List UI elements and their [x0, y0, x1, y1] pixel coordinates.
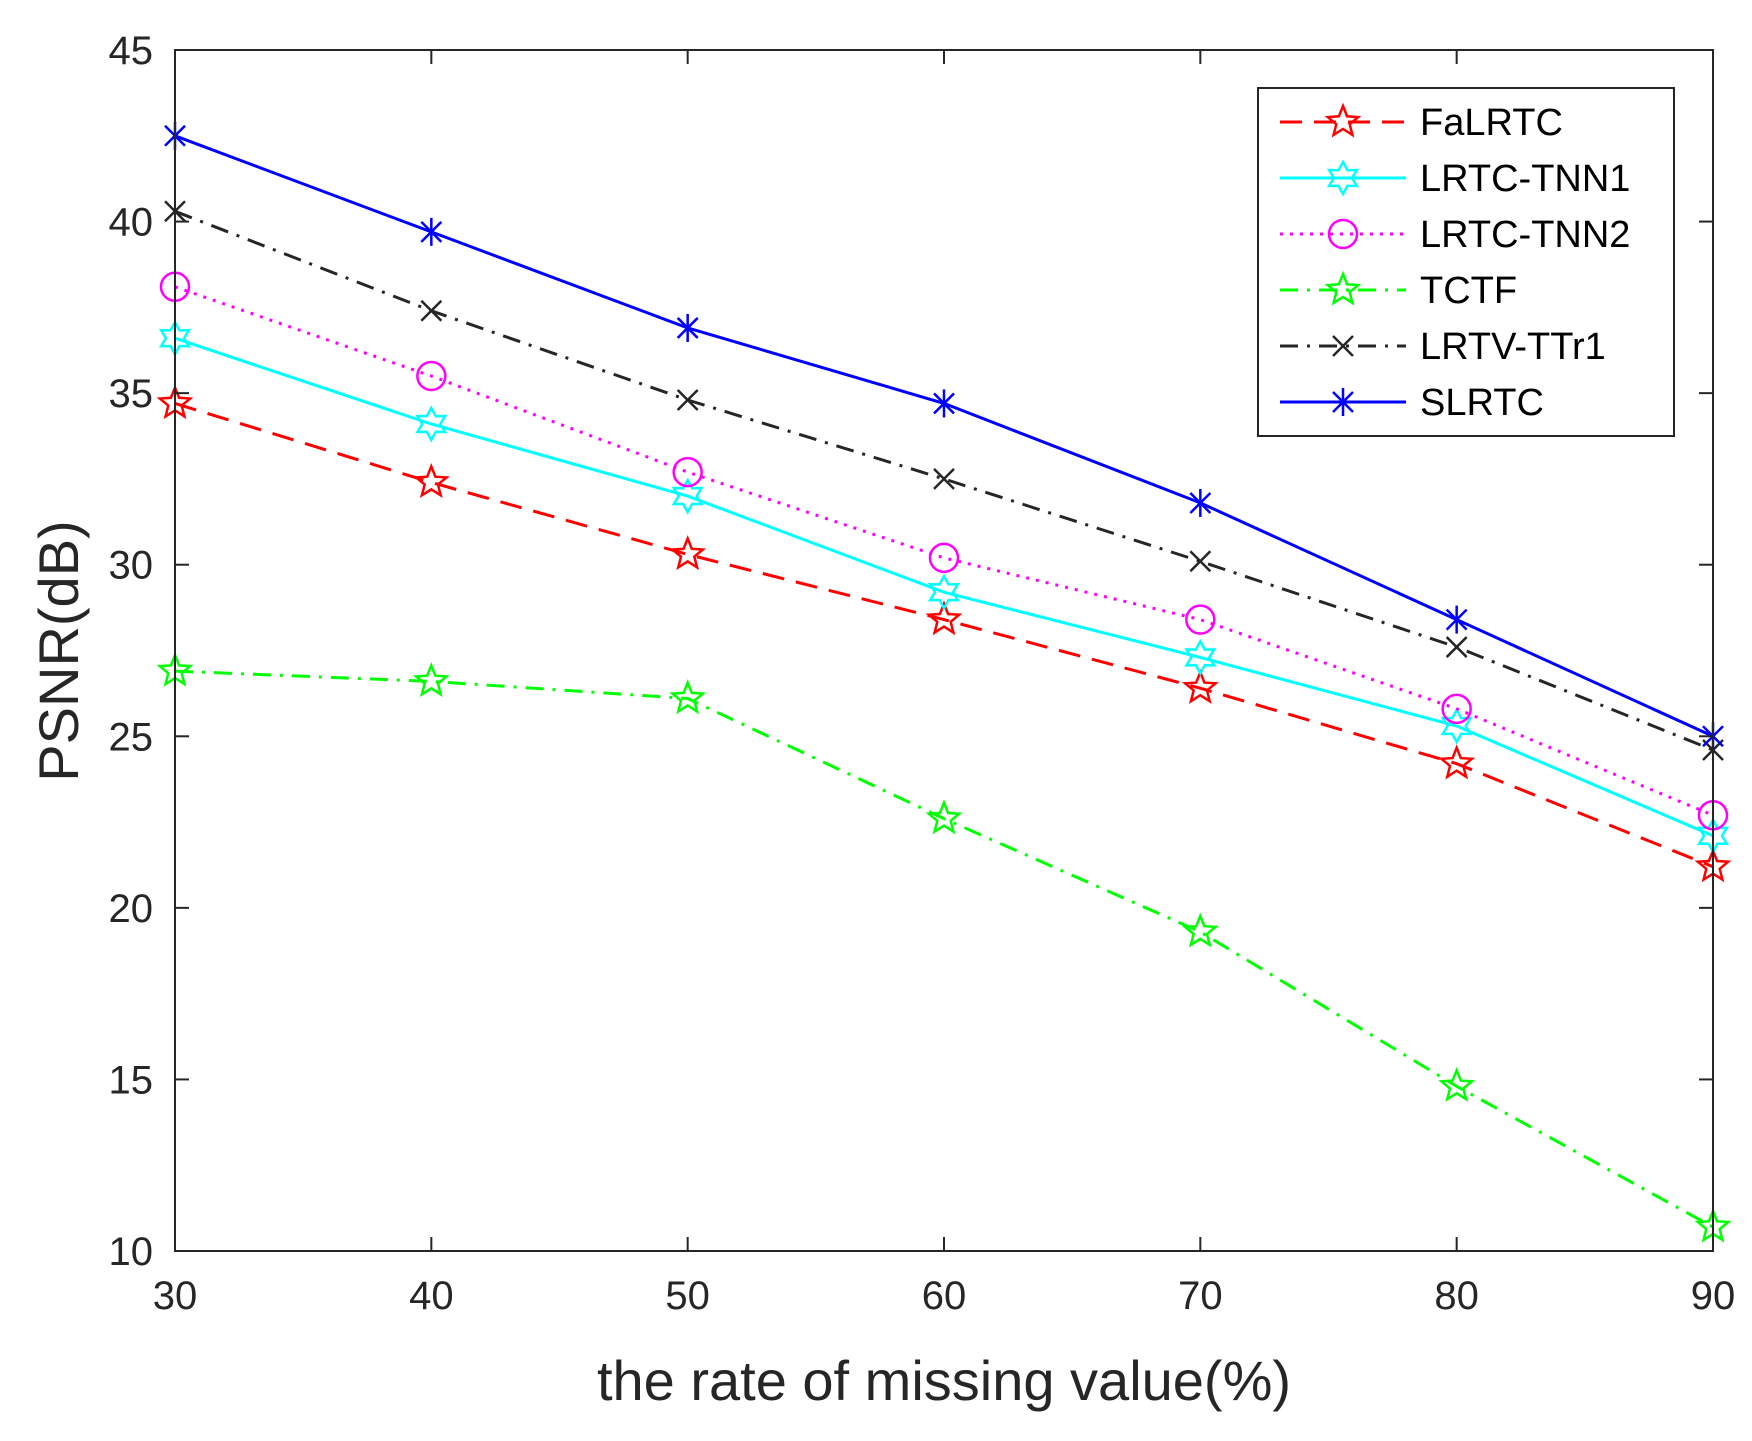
data-point-falrtc-80 [1438, 744, 1476, 780]
data-point-lrtv-ttr1-80 [1445, 636, 1468, 658]
legend-marker [1324, 270, 1362, 306]
data-point-falrtc-60 [925, 600, 963, 636]
legend-entry-slrtc: SLRTC [1280, 382, 1544, 424]
data-point-slrtc-60 [933, 389, 955, 418]
data-point-slrtc-80 [1445, 605, 1468, 634]
data-point-lrtv-ttr1-50 [676, 389, 699, 411]
series-line-lrtc-tnn1 [174, 336, 1714, 838]
y-tick-label-10: 10 [109, 1230, 154, 1274]
y-tick-label-15: 15 [109, 1058, 154, 1102]
data-point-falrtc-70 [1181, 668, 1219, 704]
data-point-lrtv-ttr1-70 [1189, 550, 1212, 573]
legend-marker [1327, 218, 1359, 250]
data-point-lrtc-tnn2-80 [1441, 693, 1472, 725]
legend-label: LRTV-TTr1 [1420, 326, 1606, 368]
data-point-lrtc-tnn2-70 [1185, 604, 1216, 635]
series-lrtc-tnn1 [158, 319, 1730, 855]
data-point-slrtc-70 [1189, 488, 1212, 517]
legend-marker [1326, 159, 1360, 197]
data-point-tctf-60 [925, 799, 963, 835]
legend-entry-lrtc-tnn2: LRTC-TNN2 [1280, 214, 1630, 256]
data-point-slrtc-50 [676, 313, 699, 342]
data-point-lrtc-tnn1-60 [927, 573, 961, 611]
data-point-tctf-50 [669, 679, 707, 715]
legend-marker [1324, 102, 1362, 138]
data-point-tctf-80 [1438, 1066, 1476, 1102]
x-tick-label-30: 30 [153, 1274, 198, 1318]
legend-label: LRTC-TNN1 [1420, 158, 1630, 200]
legend-entry-tctf: TCTF [1280, 270, 1517, 312]
legend-label: SLRTC [1420, 382, 1544, 424]
series-lrtv-ttr1 [164, 200, 1724, 761]
legend: FaLRTC LRTC-TNN1 LRTC-TNN2 TCTF LRTV-TTr1 SLR… [1257, 87, 1675, 437]
legend-marker [1332, 388, 1354, 416]
legend-box [1257, 87, 1675, 437]
y-tick-label-25: 25 [109, 715, 154, 759]
legend-label: FaLRTC [1420, 102, 1563, 144]
data-point-falrtc-50 [669, 534, 707, 571]
x-tick-label-70: 70 [1178, 1274, 1223, 1318]
data-point-tctf-40 [412, 662, 450, 698]
series-line-lrtc-tnn2 [174, 285, 1714, 817]
legend-marker [1332, 335, 1354, 357]
legend-entry-lrtc-tnn1: LRTC-TNN1 [1280, 158, 1630, 200]
data-point-lrtc-tnn1-80 [1440, 707, 1473, 745]
series-line-falrtc [174, 401, 1714, 869]
series-line-tctf [174, 669, 1714, 1229]
data-point-lrtc-tnn2-40 [416, 360, 447, 392]
legend-label: TCTF [1420, 270, 1517, 312]
data-point-slrtc-40 [420, 217, 443, 246]
data-point-lrtc-tnn1-50 [671, 477, 704, 515]
y-axis-title: PSNR(dB) [27, 520, 90, 781]
x-axis-title: the rate of missing value(%) [597, 1349, 1291, 1412]
x-tick-label-50: 50 [665, 1274, 710, 1318]
x-tick-label-60: 60 [922, 1274, 967, 1318]
legend-entry-falrtc: FaLRTC [1280, 102, 1563, 144]
data-point-lrtv-ttr1-40 [420, 299, 443, 322]
y-tick-label-35: 35 [109, 372, 154, 416]
data-point-lrtc-tnn1-40 [415, 405, 448, 443]
x-tick-label-80: 80 [1434, 1274, 1479, 1318]
data-point-lrtc-tnn2-60 [928, 542, 960, 574]
data-point-lrtc-tnn1-70 [1184, 638, 1217, 676]
data-point-lrtc-tnn2-50 [672, 456, 703, 488]
y-tick-label-40: 40 [109, 201, 154, 245]
axes-layer: 30 40 50 60 70 80 90 10 15 20 25 30 35 40 45 [109, 29, 1736, 1318]
legend-label: LRTC-TNN2 [1420, 214, 1630, 256]
data-point-lrtv-ttr1-60 [933, 468, 955, 490]
x-tick-label-40: 40 [409, 1274, 454, 1318]
y-tick-label-20: 20 [109, 887, 154, 931]
y-tick-label-30: 30 [109, 544, 154, 588]
y-tick-label-45: 45 [109, 29, 154, 73]
legend-entry-lrtv-ttr1: LRTV-TTr1 [1280, 326, 1606, 368]
data-point-falrtc-40 [412, 463, 450, 499]
data-point-tctf-70 [1181, 912, 1219, 948]
x-tick-label-90: 90 [1691, 1274, 1736, 1318]
